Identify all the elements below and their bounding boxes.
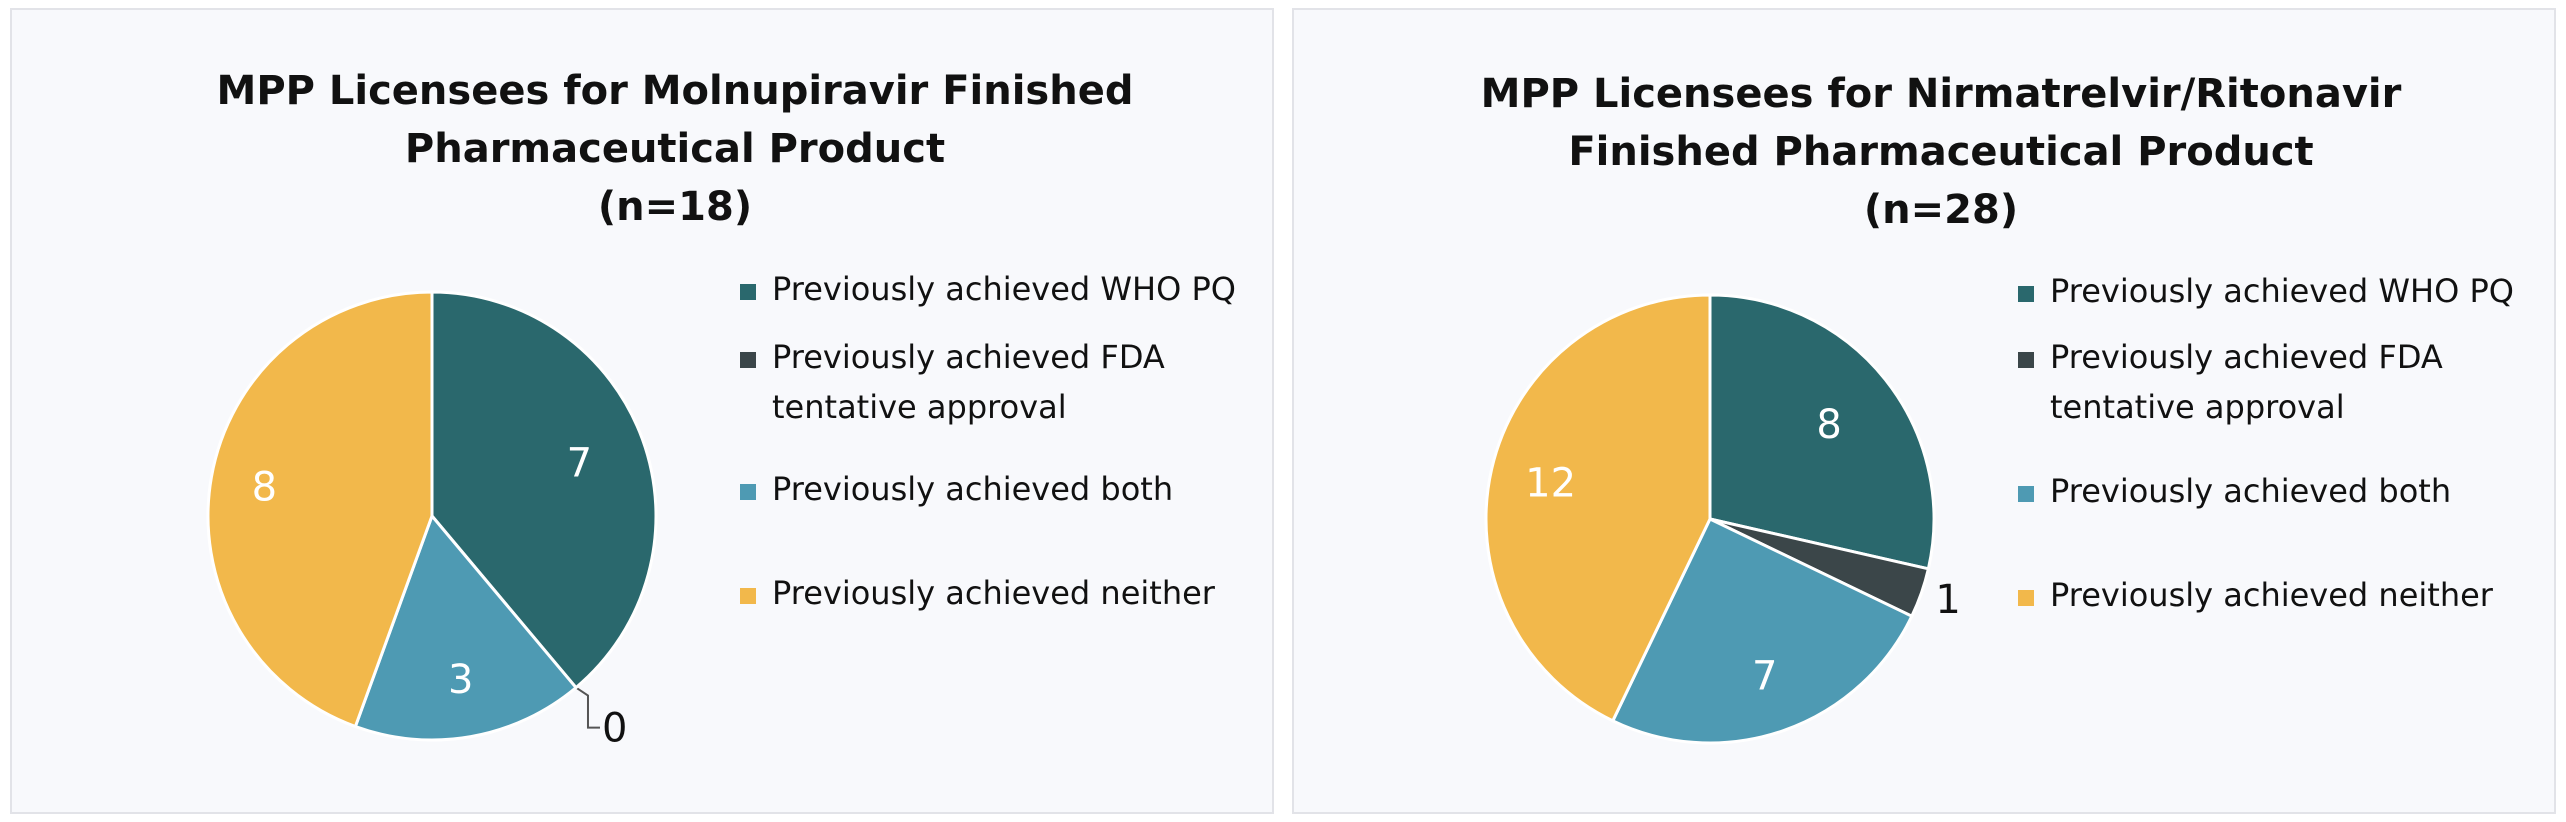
legend-swatch xyxy=(740,484,756,500)
legend-label: Previously achieved neither xyxy=(772,566,1252,620)
data-label: 7 xyxy=(1752,653,1777,699)
legend-swatch xyxy=(2018,590,2034,606)
legend-swatch xyxy=(740,284,756,300)
legend-label: Previously achieved both xyxy=(772,462,1252,516)
data-label: 8 xyxy=(1816,402,1841,448)
slice-both xyxy=(353,513,579,742)
legend-swatch xyxy=(2018,352,2034,368)
legend-label: Previously achieved WHO PQ xyxy=(772,262,1252,316)
legend-label-line: Previously achieved WHO PQ xyxy=(2050,272,2514,310)
data-label: 0 xyxy=(602,706,627,752)
data-label: 7 xyxy=(567,440,592,486)
legend-label: Previously achieved FDA tentative approva… xyxy=(772,330,1252,434)
legend-label-line: Previously achieved FDA xyxy=(772,338,1165,376)
legend-label: Previously achieved FDA tentative approva… xyxy=(2050,330,2530,434)
legend-label-line: Previously achieved both xyxy=(772,470,1174,508)
slice-who-pq xyxy=(1708,293,1936,571)
legend-label-line: tentative approval xyxy=(2050,388,2345,426)
data-label: 8 xyxy=(252,464,277,510)
legend-label-line: Previously achieved WHO PQ xyxy=(772,270,1236,308)
legend-label-line: Previously achieved both xyxy=(2050,472,2452,510)
slice-who-pq xyxy=(430,290,658,690)
legend-label-line: Previously achieved neither xyxy=(2050,576,2493,614)
chart-panel-nirmatrelvir: MPP Licensees for Nirmatrelvir/Ritonavir… xyxy=(1292,8,2556,814)
legend-swatch xyxy=(2018,286,2034,302)
leader-line xyxy=(575,686,600,729)
chart-panel-molnupiravir: MPP Licensees for Molnupiravir Finished … xyxy=(10,8,1274,814)
chart-title: MPP Licensees for Molnupiravir Finished … xyxy=(12,62,1338,236)
chart-title: MPP Licensees for Nirmatrelvir/Ritonavir… xyxy=(1294,65,2566,239)
legend-swatch xyxy=(740,352,756,368)
slice-both xyxy=(1610,516,1914,745)
chart-title-line: (n=18) xyxy=(597,184,753,230)
legend-swatch xyxy=(2018,486,2034,502)
legend-label-line: Previously achieved FDA xyxy=(2050,338,2443,376)
chart-title-line: Pharmaceutical Product xyxy=(404,126,946,172)
data-label: 3 xyxy=(448,657,473,703)
legend-label: Previously achieved WHO PQ xyxy=(2050,264,2530,318)
chart-title-line: MPP Licensees for Molnupiravir Finished xyxy=(216,68,1134,114)
legend-swatch xyxy=(740,588,756,604)
slice-neither xyxy=(206,290,434,729)
data-label: 12 xyxy=(1525,461,1576,507)
chart-title-line: (n=28) xyxy=(1863,187,2019,233)
data-label: 1 xyxy=(1935,577,1960,623)
chart-title-line: MPP Licensees for Nirmatrelvir/Ritonavir xyxy=(1480,71,2402,117)
pie-chart: 8 1 7 12 xyxy=(1484,293,1961,745)
legend-label-line: Previously achieved neither xyxy=(772,574,1215,612)
legend-label: Previously achieved both xyxy=(2050,464,2530,518)
chart-title-line: Finished Pharmaceutical Product xyxy=(1568,129,2314,175)
pie-chart: 7 0 3 8 xyxy=(206,290,658,752)
slice-neither xyxy=(1484,293,1712,723)
legend-label: Previously achieved neither xyxy=(2050,568,2530,622)
legend-label-line: tentative approval xyxy=(772,388,1067,426)
